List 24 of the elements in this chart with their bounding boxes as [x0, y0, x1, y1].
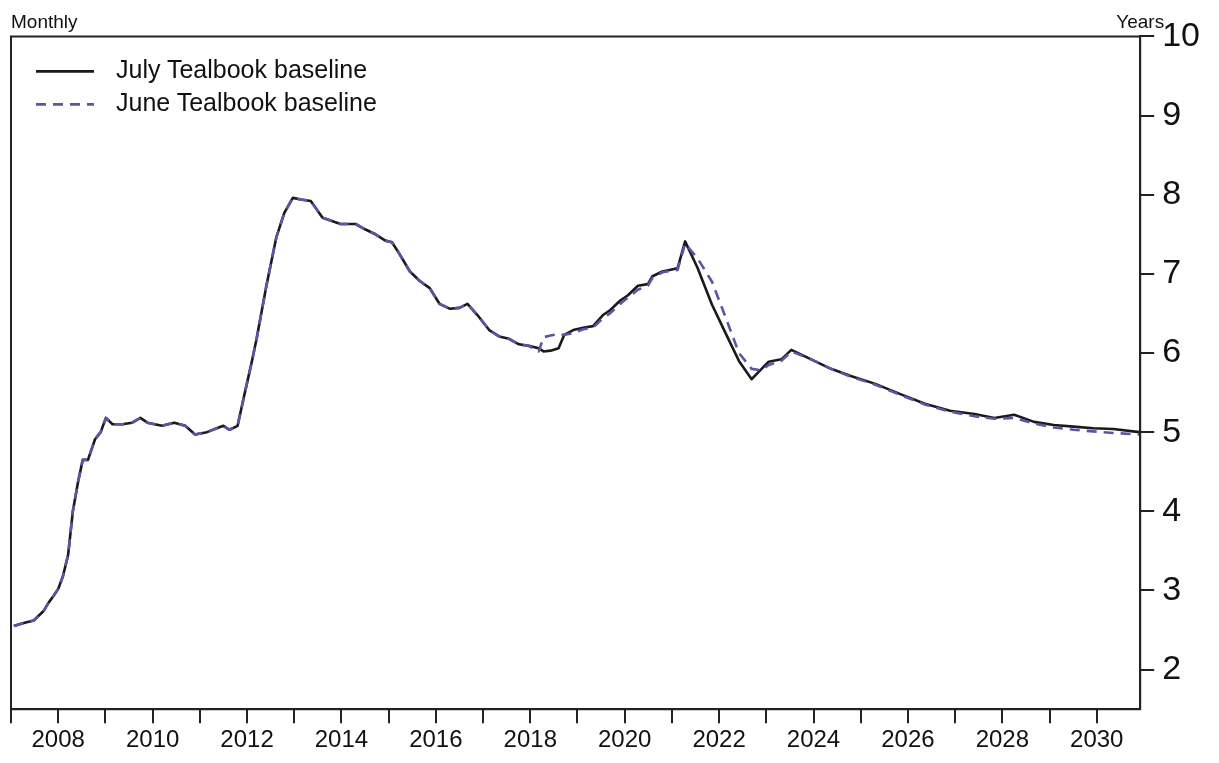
x-tick-label: 2026 [881, 725, 935, 753]
y-tick-label: 5 [1162, 410, 1182, 449]
y-tick-label: 4 [1162, 489, 1182, 528]
legend-label: July Tealbook baseline [116, 55, 368, 84]
y-tick-label: 8 [1162, 173, 1182, 212]
x-tick-label: 2020 [597, 725, 652, 753]
y-axis-title: Years [1116, 11, 1165, 33]
x-tick-label: 2010 [125, 725, 180, 753]
x-tick-label: 2008 [31, 725, 85, 753]
y-tick-label: 2 [1162, 648, 1182, 686]
y-tick-label: 9 [1162, 93, 1182, 132]
y-tick-label: 7 [1162, 252, 1182, 291]
legend-label: June Tealbook baseline [116, 88, 377, 117]
x-tick-label: 2030 [1070, 725, 1124, 753]
x-tick-label: 2018 [503, 725, 557, 753]
x-tick-label: 2022 [692, 725, 746, 753]
x-tick-label: 2024 [786, 725, 841, 753]
y-tick-label: 6 [1162, 331, 1182, 370]
y-tick-label: 3 [1162, 568, 1182, 607]
x-tick-label: 2028 [975, 725, 1030, 753]
x-tick-label: 2012 [220, 725, 274, 753]
x-tick-label: 2014 [314, 725, 369, 753]
text: Monthly [11, 11, 79, 33]
x-tick-label: 2016 [409, 725, 463, 753]
